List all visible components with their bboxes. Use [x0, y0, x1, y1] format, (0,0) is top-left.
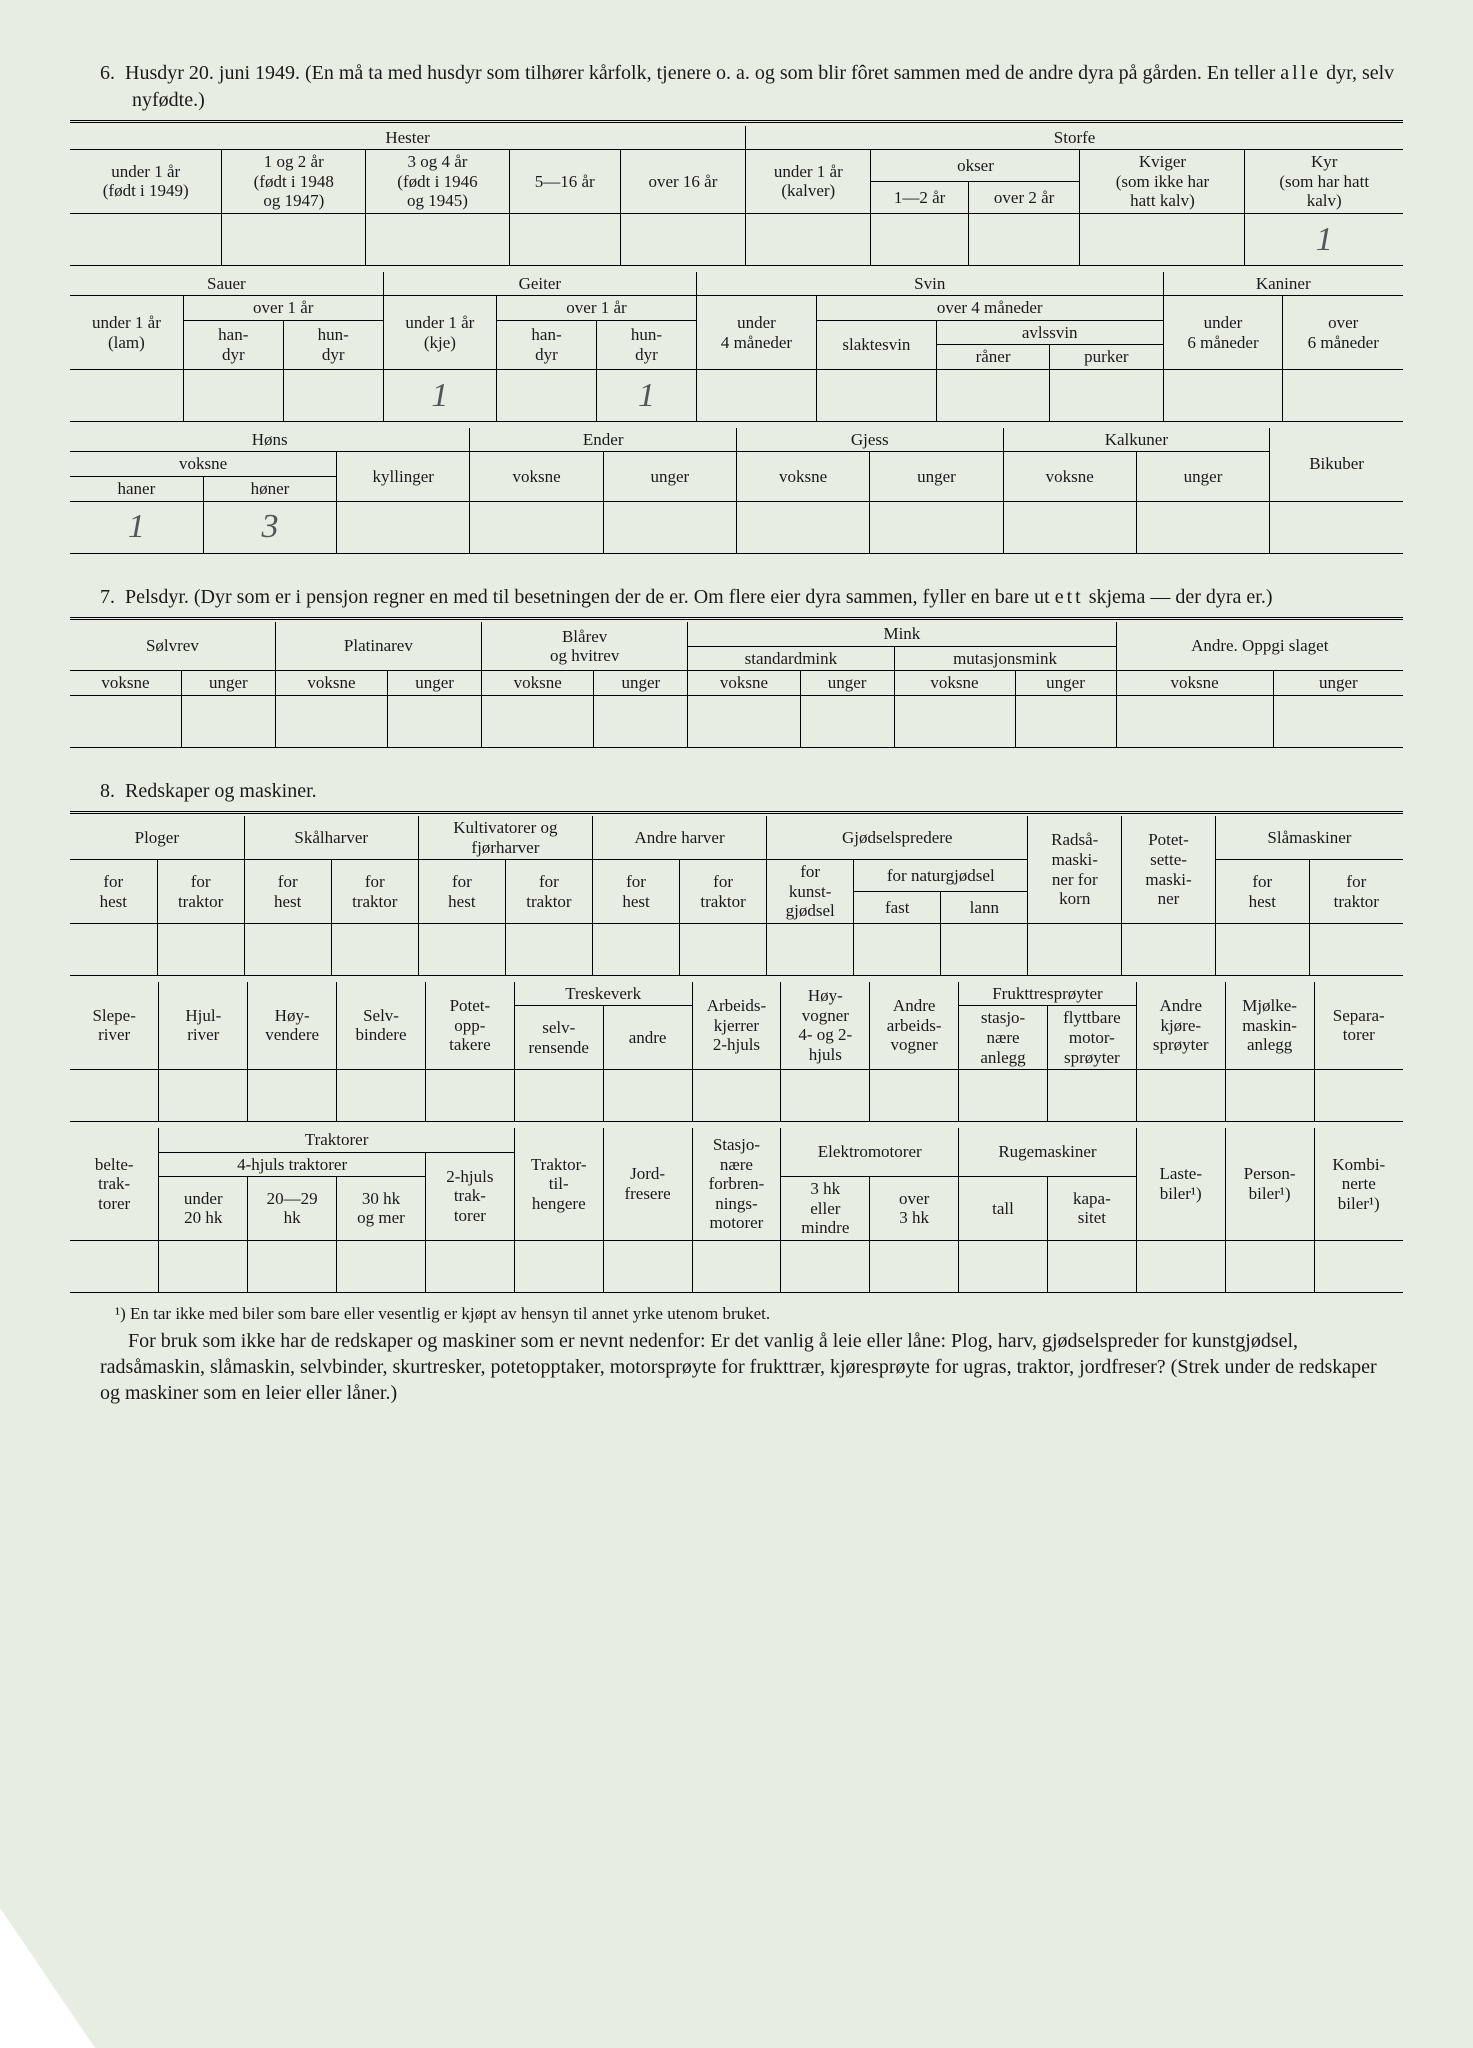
table-pelsdyr: Sølvrev Platinarev Blårev og hvitrev Min…	[70, 617, 1403, 748]
footnote-biler: ¹) En tar ikke med biler som bare eller …	[70, 1304, 1403, 1324]
table-redskaper-a: Ploger Skålharver Kultivatorer og fjørha…	[70, 811, 1403, 976]
section6-title: 6. Husdyr 20. juni 1949. (En må ta med h…	[70, 60, 1403, 114]
table-hons-ender-gjess: Høns Ender Gjess Kalkuner Bikuber voksne…	[70, 428, 1403, 554]
table-sauer-geiter-svin-kaniner: Sauer Geiter Svin Kaniner under 1 år (la…	[70, 272, 1403, 422]
table-hester-storfe: Hester Storfe under 1 år (født i 1949) 1…	[70, 120, 1403, 266]
section8-title: 8. Redskaper og maskiner.	[70, 778, 1403, 805]
page-corner-tear	[0, 1908, 95, 2048]
table-redskaper-c: belte- trak- torer Traktorer Traktor- ti…	[70, 1128, 1403, 1294]
footer-text: For bruk som ikke har de redskaper og ma…	[70, 1324, 1403, 1406]
section7-title: 7. Pelsdyr. (Dyr som er i pensjon regner…	[70, 584, 1403, 611]
table-redskaper-b: Slepe- river Hjul- river Høy- vendere Se…	[70, 982, 1403, 1122]
